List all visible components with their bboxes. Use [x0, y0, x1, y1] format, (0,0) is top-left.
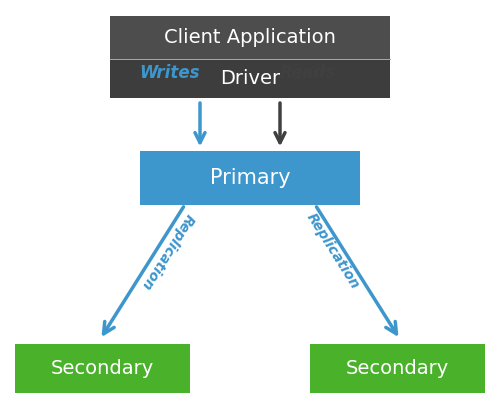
FancyBboxPatch shape	[110, 16, 390, 59]
Text: Writes: Writes	[140, 64, 200, 82]
Text: Reads: Reads	[280, 64, 336, 82]
Text: Driver: Driver	[220, 69, 280, 88]
Text: Secondary: Secondary	[51, 359, 154, 378]
Text: Replication: Replication	[304, 211, 362, 292]
Text: Replication: Replication	[138, 211, 196, 292]
FancyBboxPatch shape	[310, 344, 485, 393]
Text: Secondary: Secondary	[346, 359, 449, 378]
Text: Client Application: Client Application	[164, 28, 336, 47]
FancyBboxPatch shape	[110, 59, 390, 98]
FancyBboxPatch shape	[140, 151, 360, 204]
Text: Primary: Primary	[210, 168, 290, 188]
FancyBboxPatch shape	[15, 344, 190, 393]
